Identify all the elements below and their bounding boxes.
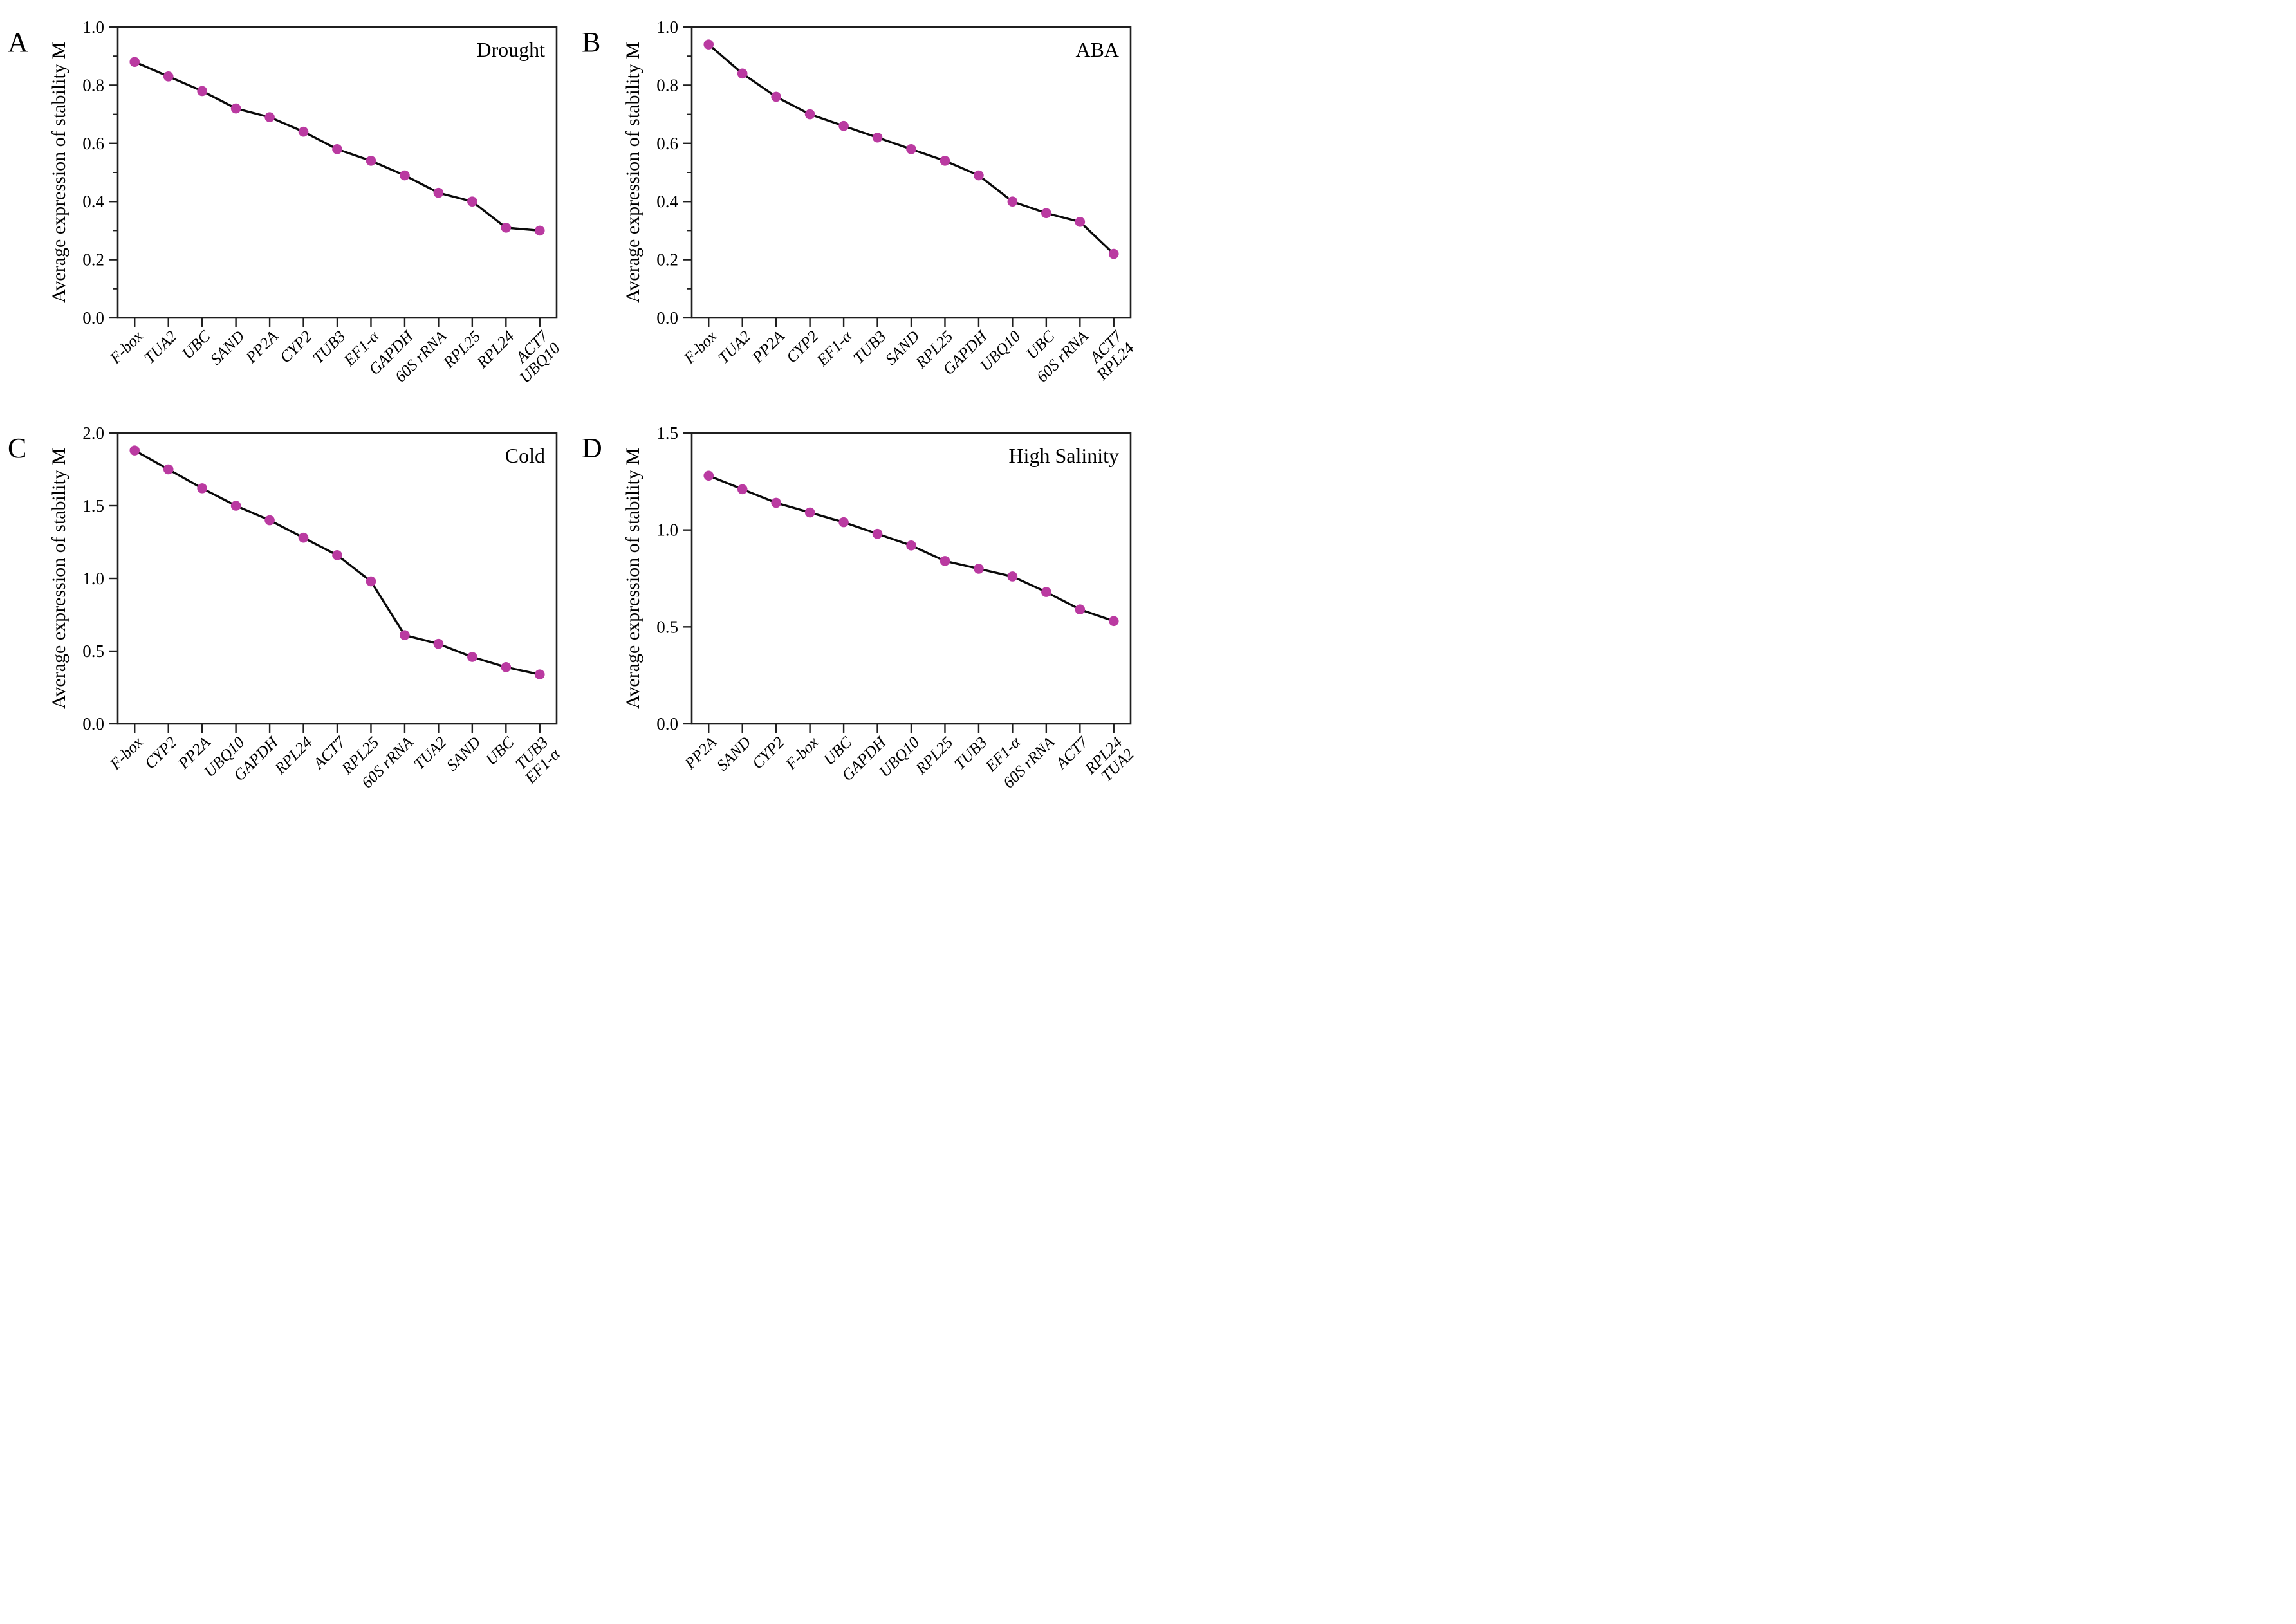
data-point	[1108, 616, 1119, 627]
data-point	[771, 497, 781, 508]
data-point	[703, 470, 714, 481]
data-point	[974, 170, 984, 181]
data-point	[230, 103, 241, 114]
panel-letter-D: D	[582, 432, 602, 464]
data-point	[467, 652, 477, 662]
data-point	[163, 464, 174, 475]
data-point	[230, 501, 241, 511]
data-point	[1041, 587, 1051, 597]
y-tick-label: 1.0	[82, 569, 104, 588]
panel-letter-B: B	[582, 26, 601, 58]
panel-D: D Average expression of stability M 0.0 0.5…	[574, 406, 1148, 812]
data-point	[433, 638, 444, 649]
data-point	[433, 187, 444, 198]
axes-frame	[690, 432, 1132, 725]
panel-A: A Average expression of stability M 0.0 0.2…	[0, 0, 574, 406]
y-tick-label: 0.8	[656, 75, 678, 95]
plot-canvas-A: 0.0 0.2 0.4 0.6 0.8 1.0 Drought	[82, 17, 558, 328]
data-point	[737, 484, 748, 495]
y-tick-label: 0.8	[82, 75, 104, 95]
data-point	[906, 144, 916, 154]
data-point	[467, 196, 477, 207]
data-point	[129, 445, 140, 456]
data-point	[400, 170, 410, 181]
panel-letter-A: A	[8, 26, 28, 58]
panel-title: ABA	[1075, 38, 1119, 61]
y-tick-label: 0.5	[82, 641, 104, 661]
panel-letter-C: C	[8, 432, 27, 464]
data-point	[1075, 217, 1086, 227]
data-point	[332, 550, 342, 560]
data-point	[534, 669, 545, 679]
y-tick-label: 0.5	[656, 617, 678, 636]
data-point	[400, 630, 410, 640]
panel-C: C Average expression of stability M 0.0 0.5…	[0, 406, 574, 812]
data-point	[163, 71, 174, 82]
data-point	[534, 225, 545, 236]
data-point	[838, 517, 849, 528]
data-point	[1075, 604, 1086, 615]
y-tick-label: 0.2	[82, 250, 104, 270]
axes-frame	[690, 26, 1132, 319]
y-tick-label: 0.0	[82, 714, 104, 734]
data-point	[872, 528, 883, 539]
data-point	[264, 515, 275, 526]
y-tick-label: 0.0	[656, 308, 678, 328]
y-tick-label: 1.0	[656, 17, 678, 37]
data-point	[298, 532, 309, 543]
panel-B: B Average expression of stability M 0.0 0.2…	[574, 0, 1148, 406]
y-tick-label: 0.2	[656, 250, 678, 270]
data-point	[1007, 571, 1018, 582]
y-tick-label: 1.5	[656, 423, 678, 443]
data-point	[197, 86, 207, 97]
y-tick-label: 0.4	[656, 192, 678, 211]
y-tick-label: 0.0	[82, 308, 104, 328]
data-point	[737, 68, 748, 79]
data-point	[940, 156, 950, 166]
data-point	[1108, 248, 1119, 259]
y-tick-label: 0.0	[656, 714, 678, 734]
plot-canvas-C: 0.0 0.5 1.0 1.5 2.0 Cold	[82, 423, 558, 734]
data-point	[838, 120, 849, 131]
data-point	[366, 576, 376, 587]
data-point	[129, 57, 140, 68]
data-point	[906, 540, 916, 551]
data-point	[264, 112, 275, 122]
data-point	[872, 132, 883, 143]
panel-title: High Salinity	[1008, 444, 1119, 467]
data-point	[366, 156, 376, 166]
data-point	[501, 662, 512, 672]
data-point	[771, 91, 781, 102]
data-point	[703, 39, 714, 50]
data-point	[1007, 196, 1018, 207]
data-point	[804, 507, 815, 518]
y-tick-label: 0.6	[656, 134, 678, 153]
axes-frame	[116, 26, 558, 319]
y-tick-label: 1.0	[656, 521, 678, 540]
data-point	[940, 556, 950, 566]
data-point	[974, 564, 984, 574]
data-point	[501, 223, 512, 233]
panel-title: Drought	[476, 38, 545, 61]
stability-figure: A Average expression of stability M 0.0 0.2…	[0, 0, 1148, 812]
data-point	[1041, 208, 1051, 219]
plot-canvas-D: 0.0 0.5 1.0 1.5 High Salinity	[656, 423, 1132, 734]
series-line	[134, 449, 541, 676]
plot-canvas-B: 0.0 0.2 0.4 0.6 0.8 1.0 ABA	[656, 17, 1132, 328]
data-point	[804, 109, 815, 120]
y-tick-label: 1.5	[82, 496, 104, 515]
y-tick-label: 0.4	[82, 192, 104, 211]
data-point	[197, 483, 207, 494]
data-point	[298, 126, 309, 137]
data-point	[332, 144, 342, 154]
y-tick-label: 0.6	[82, 134, 104, 153]
y-tick-label: 2.0	[82, 423, 104, 443]
y-tick-label: 1.0	[82, 17, 104, 37]
panel-title: Cold	[505, 444, 545, 467]
